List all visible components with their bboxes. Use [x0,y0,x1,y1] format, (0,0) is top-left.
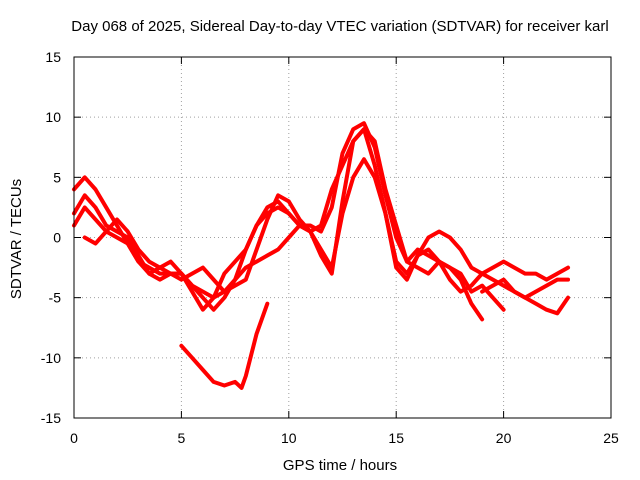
y-tick-label: -5 [49,290,62,306]
series-trace-3 [72,157,571,300]
y-tick-label: 5 [53,169,61,185]
x-tick-label: 0 [70,430,78,446]
y-tick-label: -10 [41,350,61,366]
series-trace-6 [179,301,270,390]
x-tick-label: 15 [388,430,404,446]
y-tick-label: -15 [41,410,61,426]
x-tick-label: 10 [281,430,297,446]
x-tick-label: 25 [603,430,619,446]
axes-layer: 0 5 10 15 20 25 -15 -10 -5 0 5 10 15 [41,49,619,446]
y-axis-label: SDTVAR / TECUs [8,179,25,299]
chart-title: Day 068 of 2025, Sidereal Day-to-day VTE… [71,18,608,35]
x-tick-label: 20 [496,430,512,446]
series-trace-4 [82,127,571,316]
series-layer [72,121,571,390]
y-tick-label: 10 [45,109,61,125]
x-tick-label: 5 [178,430,186,446]
y-tick-label: 15 [45,49,61,65]
series-trace-5 [480,277,571,300]
y-tick-label: 0 [53,230,61,246]
x-axis-label: GPS time / hours [283,457,397,474]
